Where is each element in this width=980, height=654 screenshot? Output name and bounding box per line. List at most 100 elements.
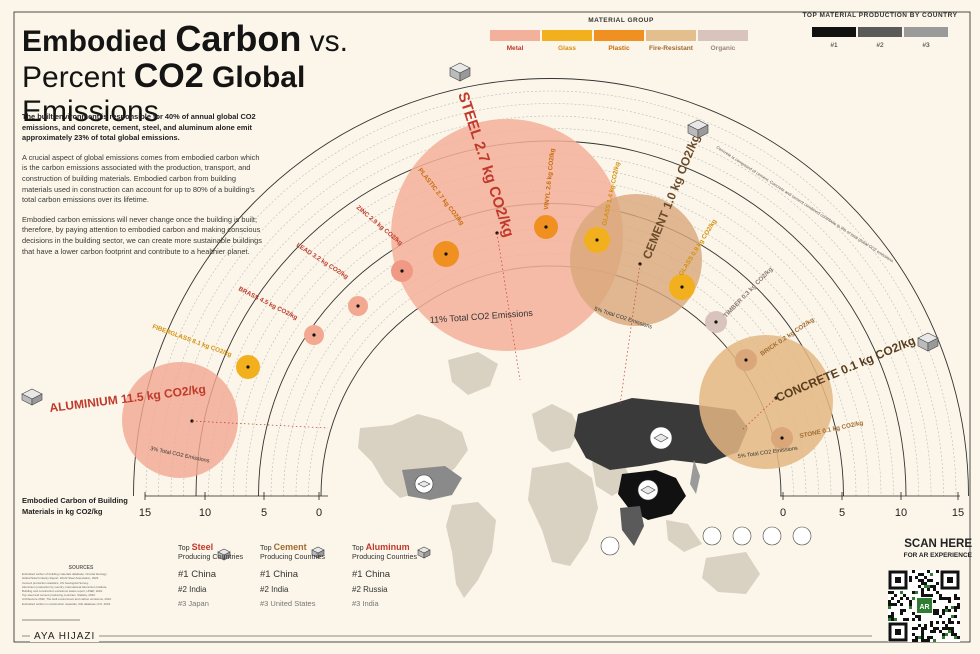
country-legend-title: TOP MATERIAL PRODUCTION BY COUNTRY <box>802 12 958 19</box>
qr-module <box>927 636 930 639</box>
scale-arc <box>220 165 882 497</box>
intro-text: The built environment is responsible for… <box>22 112 262 266</box>
qr-code[interactable]: AR <box>888 570 960 642</box>
qr-module <box>921 591 924 594</box>
qr-module <box>909 579 912 582</box>
qr-module <box>933 627 936 630</box>
qr-module <box>900 591 903 594</box>
qr-module <box>909 600 912 603</box>
qr-module <box>957 603 960 606</box>
qr-module <box>927 585 930 588</box>
qr-module <box>912 627 915 630</box>
rank-3: #3 India <box>352 599 379 608</box>
qr-module <box>930 585 933 588</box>
map-africa <box>528 462 598 566</box>
qr-module <box>900 612 903 615</box>
rank-label: #3 <box>922 42 930 49</box>
scan-subtitle: FOR AR EXPERIENCE <box>903 552 972 559</box>
qr-module <box>921 627 924 630</box>
axis-caption-line1: Embodied Carbon of Building <box>22 496 128 505</box>
qr-module <box>930 636 933 639</box>
legend-labels: Metal Glass Plastic Fire-Resistant Organic <box>490 45 752 52</box>
scale-arc <box>158 103 944 497</box>
map-se-asia <box>666 520 702 552</box>
qr-module <box>939 615 942 618</box>
qr-module <box>942 636 945 639</box>
axis-tick: 10 <box>199 507 211 519</box>
qr-module <box>948 609 951 612</box>
country-rank-labels: #1 #2 #3 <box>790 42 970 49</box>
legend-swatch <box>698 30 748 41</box>
qr-module <box>909 576 912 579</box>
legend-label: Plastic <box>608 45 630 52</box>
rank-2: #2 India <box>178 585 207 594</box>
qr-module <box>954 597 957 600</box>
steel-bubble <box>391 119 623 351</box>
axis-tick: 5 <box>839 507 845 519</box>
qr-module <box>957 636 960 639</box>
qr-module <box>900 597 903 600</box>
qr-module <box>924 576 927 579</box>
qr-module <box>936 612 939 615</box>
producer-steel: Top Steel Producing Countries #1 China #2… <box>178 543 268 609</box>
rank-2: #2 India <box>260 585 289 594</box>
qr-module <box>906 618 909 621</box>
qr-module <box>903 594 906 597</box>
qr-module <box>954 606 957 609</box>
map-greenland <box>448 352 498 395</box>
qr-module <box>921 630 924 633</box>
rank-swatch <box>812 27 856 37</box>
qr-module <box>957 621 960 624</box>
qr-module <box>942 609 945 612</box>
qr-module <box>948 621 951 624</box>
rank-swatch <box>858 27 902 37</box>
qr-module <box>933 630 936 633</box>
steel-beam-icon <box>449 62 471 82</box>
qr-module <box>888 618 891 621</box>
qr-module <box>936 582 939 585</box>
qr-module <box>933 639 936 642</box>
qr-module <box>936 621 939 624</box>
qr-module <box>930 621 933 624</box>
axis-tick: 15 <box>139 507 151 519</box>
qr-module <box>909 606 912 609</box>
concrete-block-icon <box>917 332 939 352</box>
qr-module <box>945 627 948 630</box>
qr-module <box>951 627 954 630</box>
scale-arc <box>133 78 969 497</box>
qr-module <box>948 630 951 633</box>
steel-heading-icon <box>217 548 231 561</box>
qr-module <box>954 615 957 618</box>
qr-module <box>918 579 921 582</box>
qr-module <box>888 606 891 609</box>
qr-module <box>918 573 921 576</box>
rank-2: #2 Russia <box>352 585 388 594</box>
cement-bubble <box>570 194 702 326</box>
qr-module <box>945 609 948 612</box>
qr-module <box>924 585 927 588</box>
country-rank-legend: TOP MATERIAL PRODUCTION BY COUNTRY #1 #2 #… <box>790 12 970 49</box>
poster-frame <box>13 11 971 643</box>
qr-module <box>954 594 957 597</box>
qr-module <box>921 582 924 585</box>
qr-module <box>891 597 894 600</box>
intro-paragraph-2: A crucial aspect of global emissions com… <box>22 152 260 205</box>
qr-module <box>909 603 912 606</box>
qr-module <box>894 603 897 606</box>
qr-module <box>888 615 891 618</box>
qr-module <box>912 570 915 573</box>
qr-module <box>915 576 918 579</box>
producer-aluminum: Top Aluminum Producing Countries #1 China… <box>352 543 442 609</box>
axis-caption-line2: Materials in kg CO2/kg <box>22 507 103 516</box>
qr-module <box>894 618 897 621</box>
qr-module <box>933 600 936 603</box>
qr-module <box>921 639 924 642</box>
poster-title: Embodied Carbon vs. Percent CO2 Global E… <box>22 21 442 129</box>
scan-callout: SCAN HERE FOR AR EXPERIENCE <box>852 538 972 559</box>
qr-module <box>957 597 960 600</box>
cement-bag-icon <box>687 119 709 139</box>
qr-module <box>930 624 933 627</box>
qr-module <box>900 609 903 612</box>
qr-module <box>891 615 894 618</box>
map-australia <box>702 552 760 594</box>
